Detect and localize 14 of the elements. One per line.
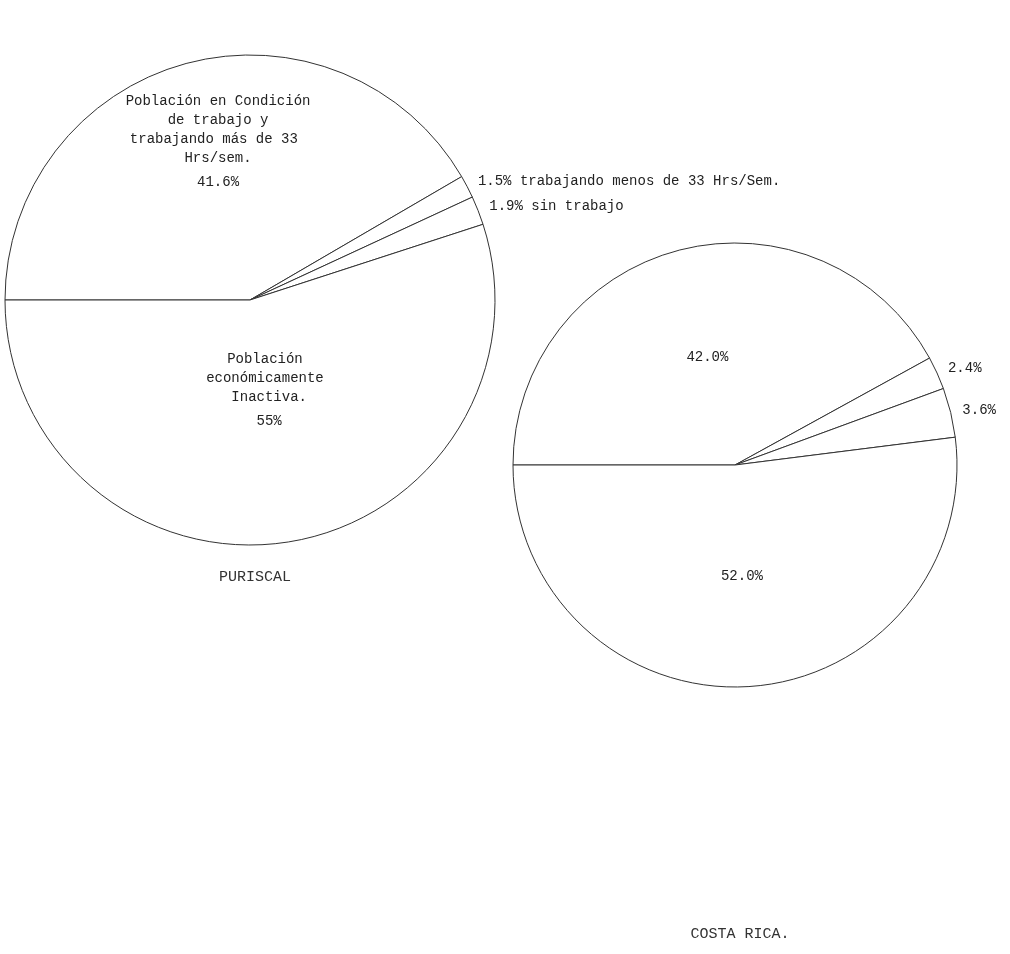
data-label: 52.0% xyxy=(720,567,764,584)
slice-label: sin trabajo xyxy=(531,198,624,215)
data-label: 55% xyxy=(256,412,283,429)
data-label: 1.9% xyxy=(489,198,524,215)
slice-label: Población en Condición de trabajo y trabajando más de 33 Hrs/sem. xyxy=(125,93,311,167)
text: COSTA RICA. xyxy=(690,926,790,943)
slice-label: trabajando menos de 33 Hrs/Sem. xyxy=(519,173,781,190)
data-label: 1.5% xyxy=(477,173,513,190)
data-label: 2.4% xyxy=(947,360,983,377)
slice-label: Población económicamente Inactiva. xyxy=(206,351,333,406)
data-label: 41.6% xyxy=(197,173,240,190)
data-label: 3.6% xyxy=(962,401,997,418)
data-label: 42.0% xyxy=(686,349,729,366)
text: PURISCAL xyxy=(218,569,292,586)
